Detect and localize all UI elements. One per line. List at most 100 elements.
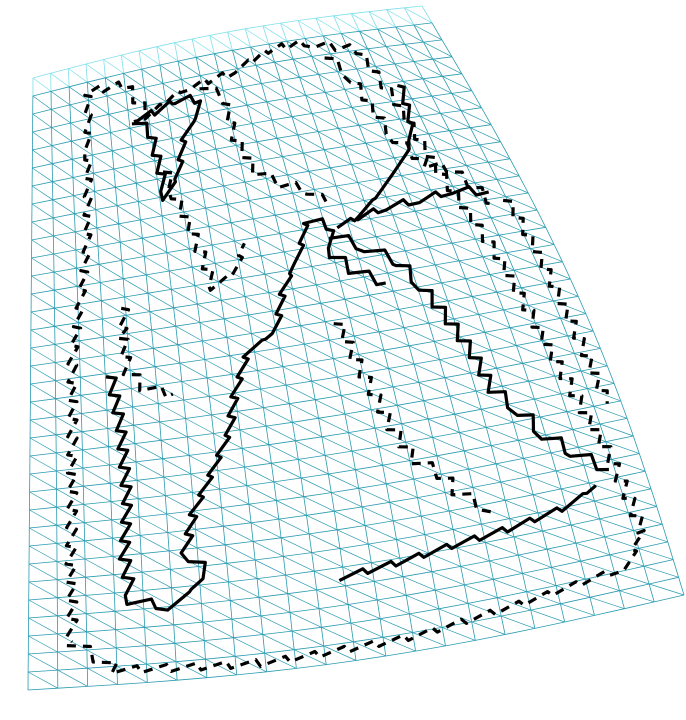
mesh-edge-diagonal — [475, 238, 507, 254]
mesh-edge-vertical — [241, 277, 246, 297]
mesh-edge-vertical — [240, 163, 246, 183]
mesh-edge-horizontal — [54, 285, 78, 291]
mesh-edge-vertical — [223, 318, 228, 338]
mesh-edge-horizontal — [286, 95, 306, 99]
mesh-edge-vertical — [79, 377, 82, 396]
mesh-edge-vertical — [516, 345, 523, 364]
mesh-edge-vertical — [266, 101, 273, 121]
mesh-edge-horizontal — [409, 341, 435, 347]
mesh-edge-horizontal — [387, 268, 412, 274]
mesh-edge-diagonal — [199, 322, 228, 338]
mesh-edge-horizontal — [294, 645, 324, 651]
mesh-edge-diagonal — [420, 115, 450, 132]
mesh-edge-horizontal — [341, 200, 365, 205]
mesh-edge-vertical — [278, 519, 282, 538]
mesh-edge-vertical — [241, 86, 248, 106]
mesh-edge-vertical — [173, 624, 176, 644]
mesh-edge-vertical — [518, 440, 524, 459]
mesh-edge-vertical — [314, 399, 319, 419]
mesh-edge-diagonal — [472, 296, 504, 311]
mesh-edge-diagonal — [121, 260, 147, 276]
mesh-edge-horizontal — [234, 388, 261, 394]
mesh-edge-horizontal — [29, 452, 57, 457]
mesh-edge-horizontal — [398, 304, 424, 310]
mesh-edge-vertical — [363, 276, 370, 296]
mesh-edge-diagonal — [227, 108, 253, 124]
mesh-edge-diagonal — [83, 485, 112, 502]
mesh-edge-vertical — [115, 629, 117, 648]
mesh-edge-diagonal — [28, 599, 58, 617]
mesh-edge-vertical — [311, 266, 317, 285]
mesh-edge-diagonal — [534, 398, 568, 413]
mesh-edge-diagonal — [382, 636, 416, 652]
mesh-edge-horizontal — [179, 359, 205, 364]
mesh-edge-horizontal — [292, 626, 322, 632]
mesh-edge-horizontal — [260, 384, 287, 390]
mesh-edge-diagonal — [496, 367, 529, 382]
mesh-edge-horizontal — [328, 469, 356, 475]
mesh-edge-horizontal — [457, 144, 480, 149]
mesh-edge-horizontal — [107, 91, 126, 97]
mesh-edge-diagonal — [131, 388, 159, 404]
mesh-edge-horizontal — [415, 645, 446, 652]
mesh-edge-vertical — [528, 476, 534, 495]
mesh-edge-horizontal — [108, 443, 135, 448]
mesh-edge-horizontal — [452, 182, 475, 187]
mesh-edge-horizontal — [251, 119, 273, 124]
mesh-edge-vertical — [358, 258, 365, 278]
mesh-edge-diagonal — [463, 450, 497, 465]
mesh-edge-vertical — [513, 213, 523, 232]
mesh-edge-horizontal — [431, 566, 461, 573]
mesh-edge-horizontal — [319, 203, 342, 209]
mesh-edge-horizontal — [279, 229, 303, 234]
mesh-edge-diagonal — [242, 448, 272, 464]
mesh-edge-vertical — [532, 494, 539, 513]
mesh-edge-vertical — [122, 278, 125, 298]
mesh-edge-horizontal — [329, 335, 355, 341]
mesh-edge-horizontal — [287, 589, 317, 595]
mesh-edge-vertical — [115, 647, 118, 667]
mesh-edge-horizontal — [268, 440, 296, 446]
mesh-edge-horizontal — [454, 408, 482, 415]
mesh-edge-diagonal — [364, 525, 397, 540]
mesh-edge-horizontal — [82, 464, 110, 469]
mesh-edge-diagonal — [56, 452, 84, 469]
mesh-edge-vertical — [585, 313, 594, 332]
mesh-edge-horizontal — [442, 73, 462, 77]
mesh-edge-diagonal — [442, 75, 472, 92]
mesh-edge-diagonal — [31, 275, 55, 291]
mesh-edge-diagonal — [107, 428, 136, 444]
mesh-edge-diagonal — [156, 384, 184, 401]
mesh-edge-vertical — [500, 482, 506, 501]
mesh-edge-horizontal — [481, 518, 510, 525]
mesh-edge-vertical — [282, 366, 287, 386]
mesh-edge-horizontal — [189, 244, 213, 250]
mesh-edge-horizontal — [491, 439, 519, 446]
mesh-edge-vertical — [381, 254, 389, 274]
mesh-edge-vertical — [370, 409, 376, 429]
mesh-edge-diagonal — [51, 145, 73, 160]
mesh-edge-vertical — [422, 172, 431, 191]
mesh-edge-vertical — [168, 550, 171, 570]
mesh-edge-diagonal — [199, 584, 231, 601]
mesh-edge-horizontal — [472, 481, 501, 488]
mesh-edge-vertical — [413, 24, 424, 43]
mesh-edge-diagonal — [250, 46, 275, 63]
mesh-edge-diagonal — [141, 571, 172, 589]
mesh-edge-vertical — [347, 222, 354, 241]
mesh-edge-horizontal — [254, 347, 280, 353]
mesh-edge-horizontal — [142, 587, 172, 591]
mesh-edge-horizontal — [271, 459, 299, 464]
mesh-edge-horizontal — [90, 132, 111, 138]
mesh-edge-diagonal — [398, 232, 429, 248]
mesh-edge-vertical — [138, 201, 141, 220]
mesh-edge-horizontal — [118, 219, 141, 225]
mesh-edge-horizontal — [375, 63, 395, 67]
mesh-edge-vertical — [226, 563, 229, 582]
mesh-edge-horizontal — [31, 217, 54, 223]
mesh-edge-horizontal — [566, 500, 595, 508]
mesh-edge-vertical — [344, 146, 352, 165]
mesh-edge-horizontal — [393, 286, 418, 292]
mesh-edge-vertical — [127, 333, 130, 352]
mesh-edge-vertical — [159, 421, 162, 441]
